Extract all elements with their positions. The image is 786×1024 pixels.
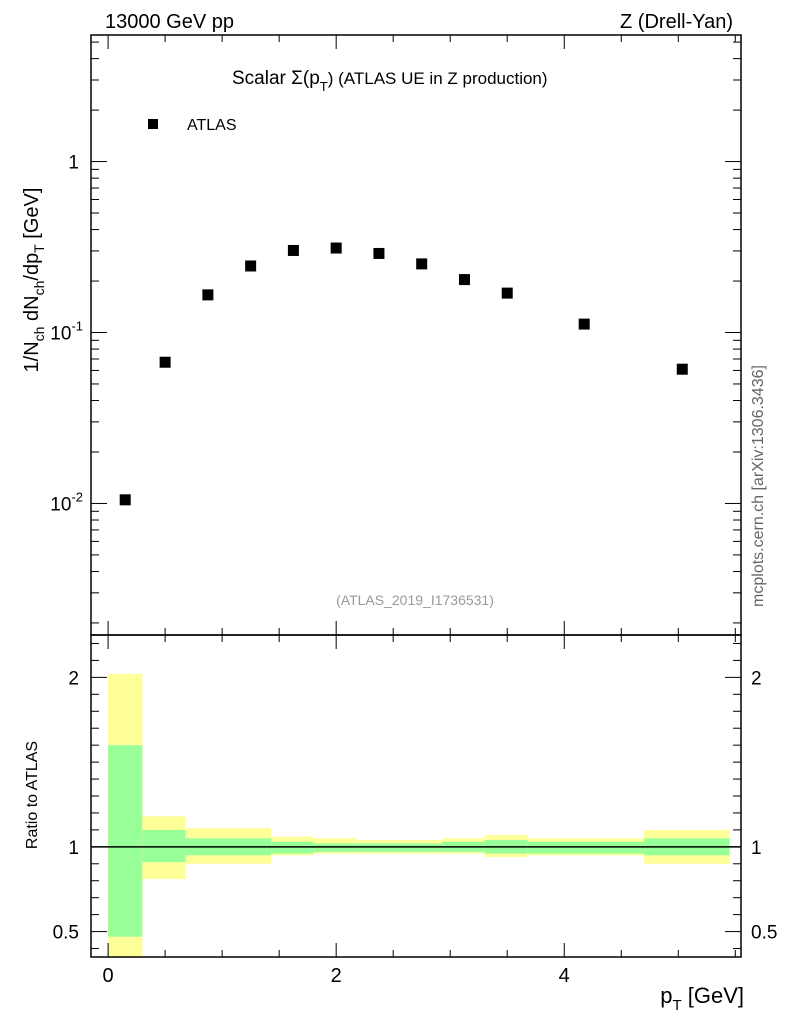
plot-title-sub: T <box>320 79 328 94</box>
svg-text:1/Nch dNch/dpT [GeV]: 1/Nch dNch/dpT [GeV] <box>21 188 47 373</box>
y-axis-label-main: 1/Nch dNch/dpT [GeV] <box>21 188 47 373</box>
ratio-inner-band <box>527 841 645 854</box>
x-tick-label: 0 <box>103 965 114 987</box>
main-y-tick-label: 1 <box>68 153 79 174</box>
data-point <box>501 287 513 299</box>
ratio-y-tick-label-right: 2 <box>751 668 762 689</box>
legend-label: ATLAS <box>187 117 237 134</box>
ratio-y-tick-label-right: 0.5 <box>751 923 777 944</box>
data-point <box>159 356 171 368</box>
main-data-points <box>119 242 688 506</box>
side-watermark-label: mcplots.cern.ch [arXiv:1306.3436] <box>750 365 767 607</box>
header-left-label: 13000 GeV pp <box>105 11 234 33</box>
plot-title-main: Scalar Σ(p <box>232 68 320 89</box>
plot-title-tail: ) (ATLAS UE in Z production) <box>328 69 548 88</box>
main-y-tick-label: 10-2 <box>50 489 83 515</box>
x-tick-label: 4 <box>559 965 570 987</box>
data-point <box>202 289 214 301</box>
ratio-inner-band <box>142 829 186 863</box>
data-point <box>578 318 590 330</box>
ratio-y-tick-label: 2 <box>68 668 79 689</box>
ratio-panel-axes: 0.5 0.5 1 1 2 2 0 2 4 <box>53 634 777 987</box>
data-point <box>676 363 688 375</box>
main-y-tick-label: 10-1 <box>50 319 83 345</box>
ratio-inner-band <box>356 843 443 852</box>
x-axis-label: pT [GeV] <box>660 983 744 1014</box>
data-point <box>245 260 257 272</box>
x-tick-label: 2 <box>331 965 342 987</box>
data-point <box>416 258 428 270</box>
ratio-inner-band <box>271 841 314 854</box>
ratio-y-tick-label: 1 <box>68 838 79 859</box>
legend-marker <box>148 119 158 129</box>
header-right-label: Z (Drell-Yan) <box>620 11 733 33</box>
plot-title: Scalar Σ(pT) (ATLAS UE in Z production) <box>232 68 548 94</box>
ratio-y-tick-label: 0.5 <box>53 923 79 944</box>
data-point <box>458 274 470 286</box>
y-axis-label-ratio: Ratio to ATLAS <box>24 741 41 849</box>
data-point <box>330 242 342 254</box>
ratio-inner-band <box>108 745 143 937</box>
ratio-panel-bands <box>91 673 741 957</box>
ratio-inner-band <box>313 843 357 852</box>
data-point <box>373 247 385 259</box>
data-point <box>119 494 131 506</box>
ratio-frame <box>90 634 742 958</box>
data-point <box>287 244 299 256</box>
analysis-label: (ATLAS_2019_I1736531) <box>336 592 494 608</box>
ratio-y-tick-label-right: 1 <box>751 838 762 859</box>
